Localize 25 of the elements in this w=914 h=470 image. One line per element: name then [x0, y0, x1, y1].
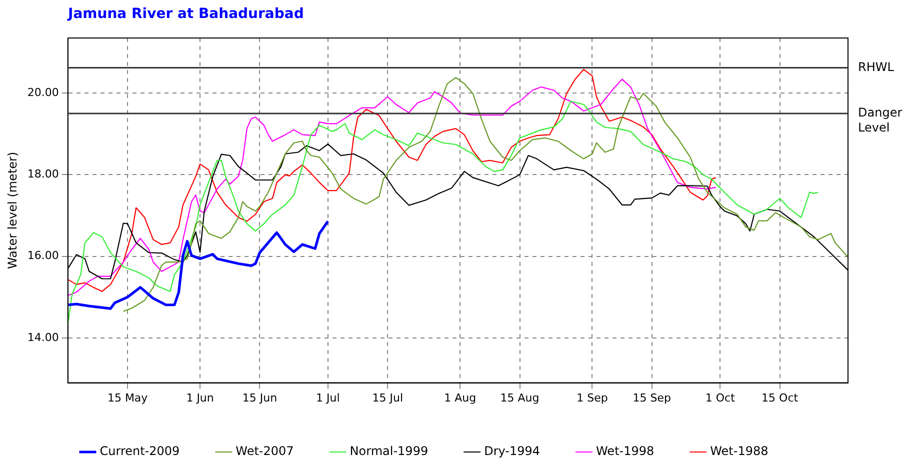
x-tick-label: 1 Jun	[186, 391, 214, 404]
x-tick-label: 1 Oct	[705, 391, 736, 404]
ref-line-label: RHWL	[858, 60, 894, 74]
x-tick-label: 15 Oct	[762, 391, 799, 404]
x-tick-label: 1 Jul	[316, 391, 340, 404]
y-axis-title: Water level (meter)	[5, 152, 20, 269]
legend-label: Wet-2007	[236, 444, 294, 458]
chart-title: Jamuna River at Bahadurabad	[68, 6, 304, 22]
legend-label: Wet-1998	[596, 444, 654, 458]
x-tick-label: 15 Jul	[372, 391, 403, 404]
x-tick-label: 1 Sep	[576, 391, 608, 404]
legend-label: Wet-1988	[710, 444, 768, 458]
y-tick-label: 16.00	[27, 249, 59, 262]
legend-label: Current-2009	[100, 444, 180, 458]
x-tick-label: 15 May	[107, 391, 148, 404]
y-tick-label: 18.00	[27, 168, 59, 181]
legend-label: Dry-1994	[484, 444, 540, 458]
x-tick-label: 15 Jun	[242, 391, 278, 404]
y-tick-label: 20.00	[27, 86, 59, 99]
x-tick-label: 15 Sep	[632, 391, 672, 404]
x-tick-label: 1 Aug	[444, 391, 476, 404]
x-tick-label: 15 Aug	[500, 391, 540, 404]
ref-line-label: Danger Level	[858, 106, 902, 135]
legend-label: Normal-1999	[350, 444, 428, 458]
y-tick-label: 14.00	[27, 330, 59, 344]
